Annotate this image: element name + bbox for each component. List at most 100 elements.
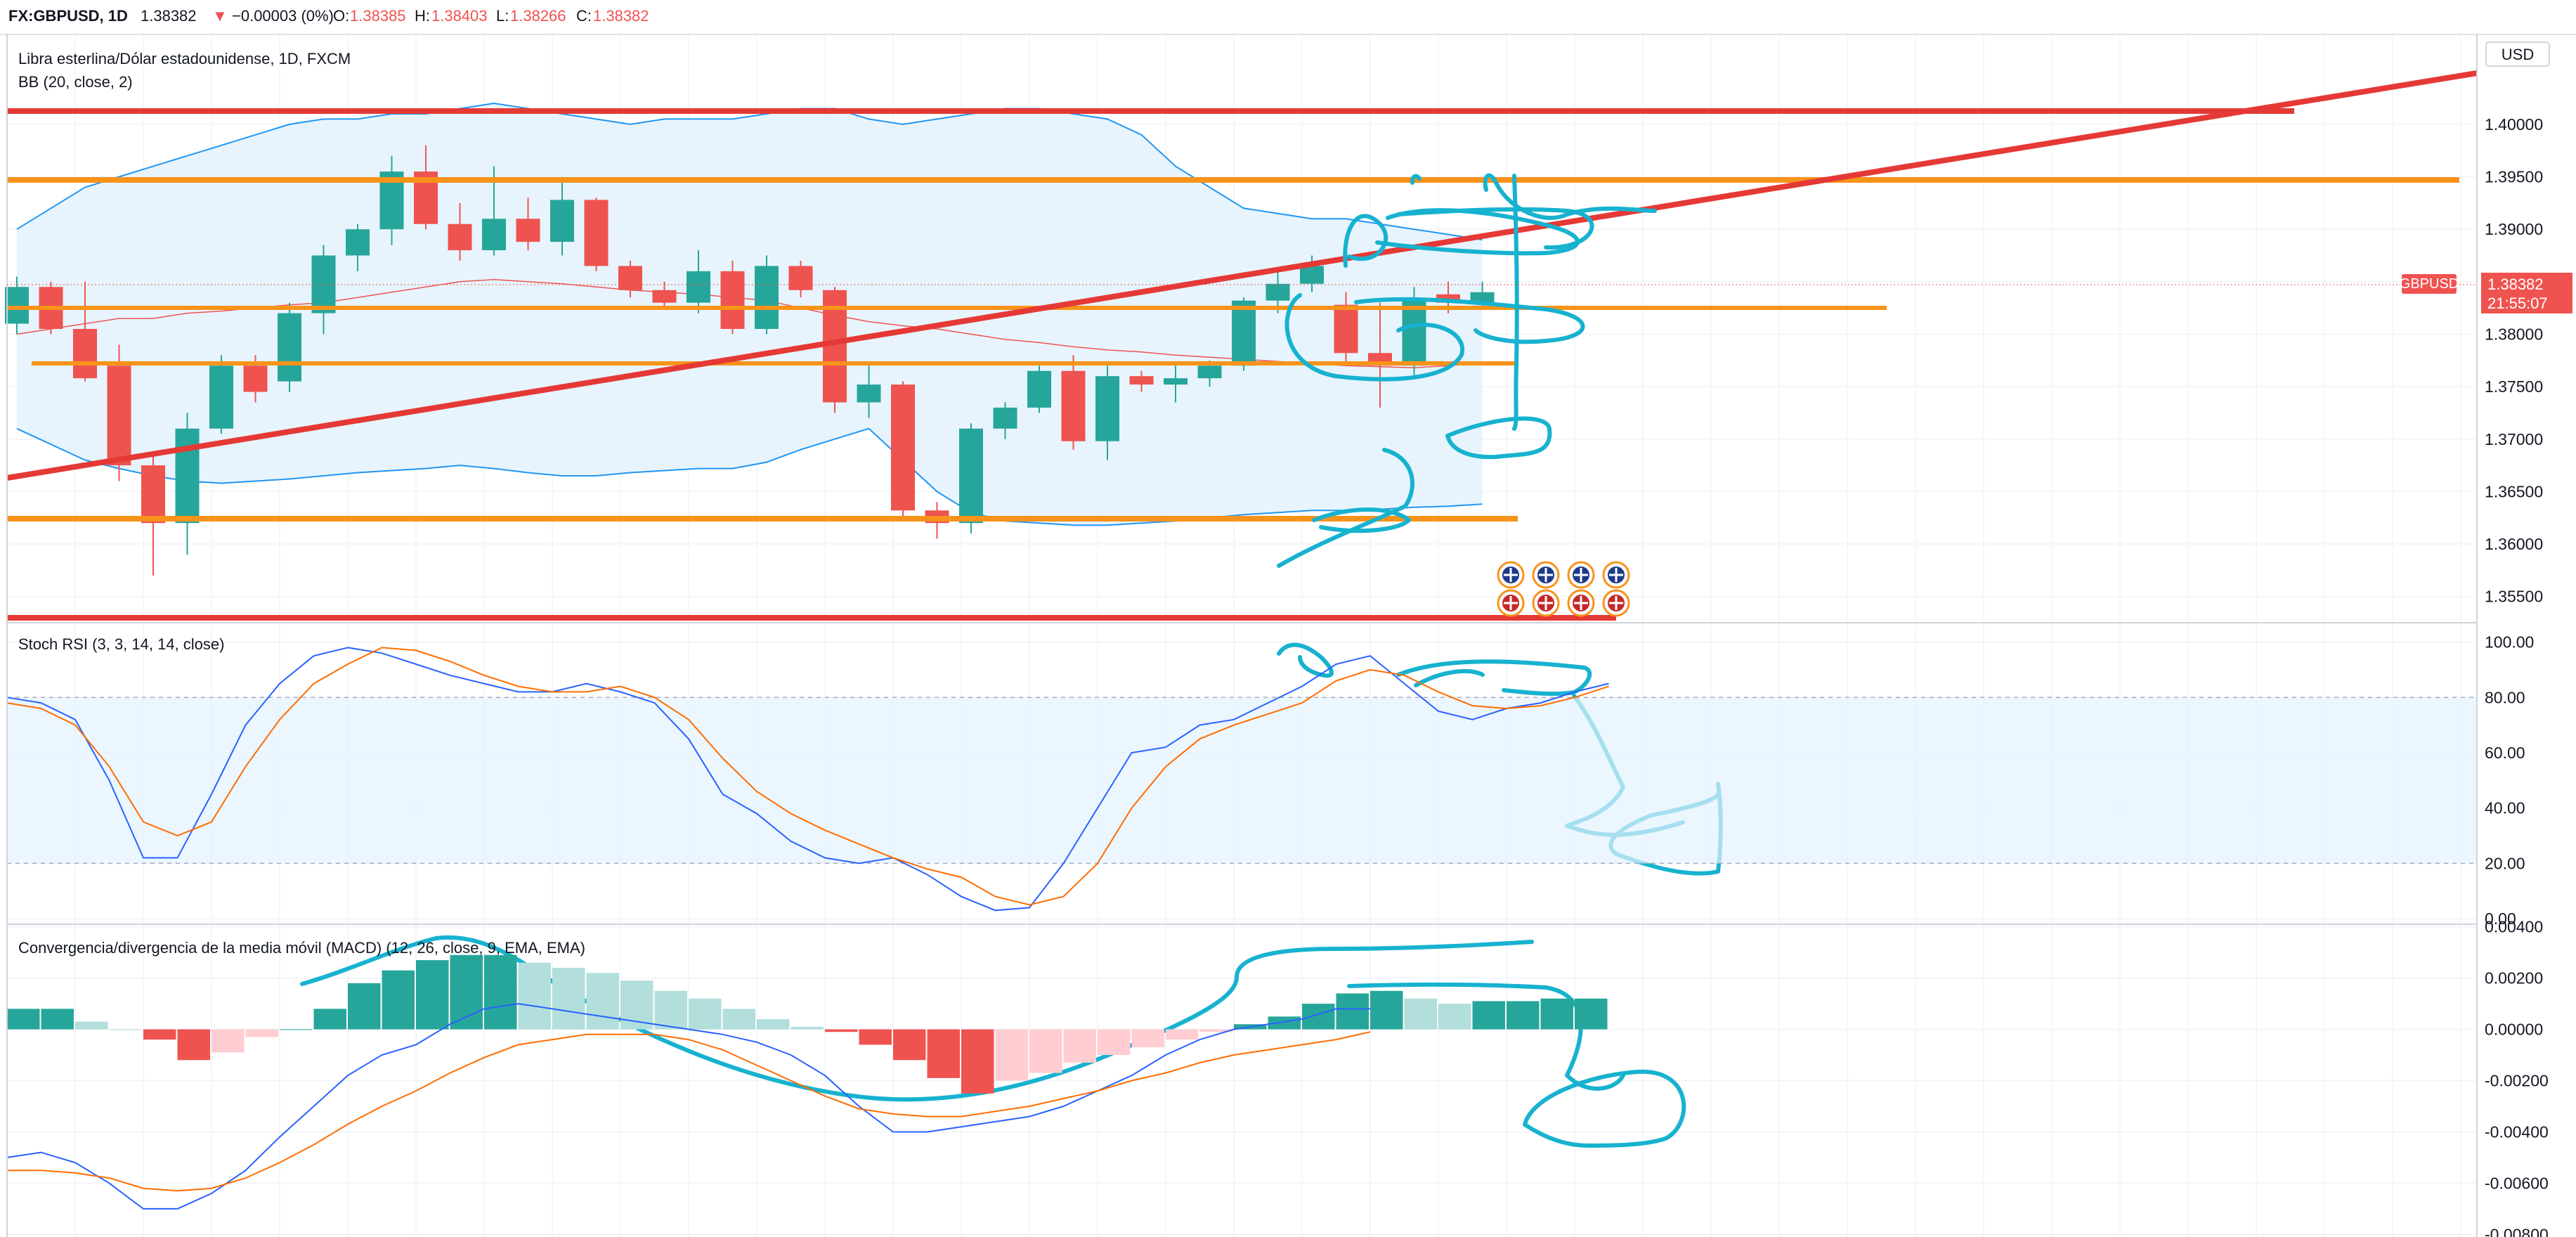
- candle-body: [346, 229, 370, 256]
- macd-histogram-bar: [450, 954, 483, 1030]
- drawings[interactable]: [6, 70, 2478, 621]
- macd-histogram-bar: [1302, 1004, 1335, 1030]
- open-label: O:: [333, 7, 350, 25]
- price-axis-label: 1.36500: [2485, 482, 2543, 500]
- stoch-rsi-axis-label: 0.00: [2485, 909, 2516, 928]
- open-value: 1.38385: [350, 7, 406, 25]
- macd-axis-label: 0.00000: [2485, 1021, 2543, 1039]
- macd-axis[interactable]: 0.00400 0.00200 0.00000 -0.00200 -0.00400 -0.…: [2485, 918, 2549, 1237]
- macd-histogram-bar: [7, 1009, 40, 1030]
- macd-histogram-bar: [41, 1009, 74, 1030]
- scribble-top-2: [1396, 173, 1657, 250]
- price-change: −0.00003 (0%): [232, 7, 334, 25]
- macd-histogram-bar: [722, 1009, 755, 1030]
- macd-histogram-bar: [212, 1029, 245, 1053]
- macd-histogram-bar: [893, 1029, 926, 1061]
- candle-body: [1164, 378, 1188, 385]
- macd-histogram: [7, 954, 1608, 1094]
- macd-axis-label: 0.00400: [2485, 918, 2543, 936]
- us-flag-event-icon: [1532, 589, 1560, 617]
- macd-axis-label: -0.00400: [2485, 1122, 2549, 1141]
- macd-histogram-bar: [859, 1029, 892, 1045]
- candle-body: [175, 428, 200, 524]
- us-flag-event-icon: [1602, 589, 1630, 617]
- macd-signal-line: [7, 1031, 1371, 1192]
- macd-axis-label: -0.00800: [2485, 1225, 2549, 1237]
- uk-flag-event-icon: [1602, 561, 1630, 589]
- candle-body: [1232, 300, 1256, 366]
- macd-histogram-bar: [348, 983, 381, 1030]
- low-value: 1.38266: [510, 7, 566, 25]
- stoch-rsi-d-line: [6, 647, 1609, 906]
- candle-body: [550, 200, 574, 242]
- candle-body: [1027, 370, 1051, 408]
- uk-flag-event-icon: [1567, 561, 1595, 589]
- rsi-pane-title[interactable]: Stoch RSI (3, 3, 14, 14, close): [18, 635, 224, 653]
- macd-histogram-bar: [689, 998, 722, 1030]
- us-flag-event-icon: [1567, 589, 1595, 617]
- candle-body: [1061, 370, 1086, 441]
- candle-body: [243, 365, 268, 392]
- macd-histogram-bar: [143, 1029, 176, 1040]
- stoch-rsi-axis[interactable]: 100.00 80.00 60.00 40.00 20.00 0.00: [2485, 633, 2534, 928]
- macd-histogram-bar: [1370, 990, 1403, 1030]
- uk-flag-event-icon: [1532, 561, 1560, 589]
- main-pane-title[interactable]: Libra esterlina/Dólar estadounidense, 1D…: [18, 50, 351, 67]
- candle-body: [652, 290, 677, 303]
- candle-body: [1470, 292, 1495, 303]
- candle-body: [5, 287, 29, 324]
- freehand-drawings[interactable]: [300, 173, 1723, 1148]
- price-axis[interactable]: 1.400001.395001.390001.385001.380001.375…: [2485, 115, 2543, 606]
- symbol-header: FX:GBPUSD, 1D 1.38382 ▼ −0.00003 (0%) O:…: [0, 0, 2576, 35]
- macd-axis-label: -0.00600: [2485, 1174, 2549, 1192]
- candle-body: [1436, 294, 1460, 303]
- macd-histogram-bar: [791, 1026, 824, 1030]
- macd-pane-title[interactable]: Convergencia/divergencia de la media móv…: [18, 939, 585, 957]
- symbol-name[interactable]: FX:GBPUSD, 1D: [8, 7, 128, 25]
- currency-button[interactable]: USD: [2485, 41, 2550, 67]
- close-value: 1.38382: [593, 7, 649, 25]
- macd-histogram-bar: [1166, 1029, 1199, 1040]
- scribble-mid-2: [1445, 174, 1552, 460]
- macd-histogram-bar: [1507, 1001, 1540, 1030]
- candle-body: [448, 224, 472, 251]
- scribble-bottom-1: [1277, 448, 1414, 568]
- macd-histogram-bar: [1268, 1016, 1301, 1030]
- price-axis-label: 1.40000: [2485, 115, 2543, 134]
- close-label: C:: [576, 7, 592, 25]
- candle-body: [278, 313, 301, 382]
- macd-axis-label: -0.00200: [2485, 1072, 2549, 1090]
- candle-body: [755, 266, 779, 329]
- candle-body: [141, 465, 165, 524]
- macd-histogram-bar: [1098, 1029, 1131, 1056]
- macd-histogram-bar: [75, 1021, 108, 1030]
- candle-body: [482, 219, 506, 251]
- candle-body: [1095, 376, 1119, 441]
- economic-events[interactable]: [1497, 561, 1630, 617]
- macd-histogram-bar: [1575, 998, 1608, 1030]
- price-axis-label: 1.37000: [2485, 430, 2543, 448]
- scribble-rsi-1: [1277, 642, 1592, 697]
- bollinger-upper-band: [16, 102, 1483, 241]
- macd-histogram-bar: [1131, 1029, 1164, 1048]
- candle-body: [891, 384, 915, 511]
- macd-histogram-bar: [586, 973, 619, 1030]
- stoch-rsi-band: [7, 697, 2477, 864]
- trend-line-red[interactable]: [6, 70, 2478, 481]
- stoch-rsi-axis-label: 20.00: [2485, 854, 2525, 872]
- macd-histogram-bar: [313, 1009, 346, 1030]
- candle-body: [1300, 266, 1324, 284]
- macd-histogram-bar: [654, 990, 687, 1030]
- candle-body: [959, 428, 983, 524]
- candle-body: [209, 365, 233, 429]
- macd-histogram-bar: [1063, 1029, 1096, 1063]
- price-axis-label: 1.36000: [2485, 535, 2543, 553]
- macd-histogram-bar: [1540, 998, 1573, 1030]
- bb-indicator-label[interactable]: BB (20, close, 2): [18, 73, 133, 91]
- macd-axis-label: 0.00200: [2485, 969, 2543, 987]
- scribble-mid-1: [1284, 293, 1585, 382]
- price-axis-label: 1.37500: [2485, 377, 2543, 396]
- candle-body: [857, 384, 881, 403]
- stoch-rsi-axis-label: 60.00: [2485, 744, 2525, 762]
